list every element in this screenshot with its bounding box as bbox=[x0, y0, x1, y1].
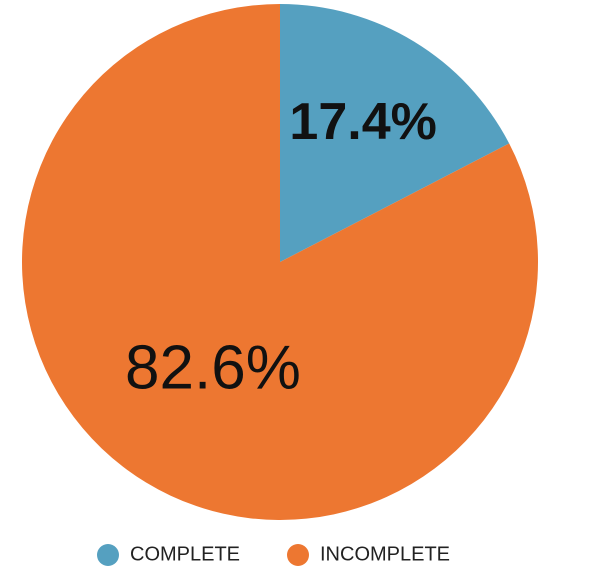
value-label: 17.4% bbox=[289, 93, 436, 151]
value-label: 82.6% bbox=[125, 334, 301, 403]
pie-slice bbox=[280, 4, 510, 262]
legend-label: INCOMPLETE bbox=[320, 543, 450, 565]
legend-swatch bbox=[97, 544, 119, 566]
pie-slice bbox=[21, 4, 538, 520]
legend-swatch bbox=[287, 544, 309, 566]
legend-label: COMPLETE bbox=[130, 543, 240, 565]
